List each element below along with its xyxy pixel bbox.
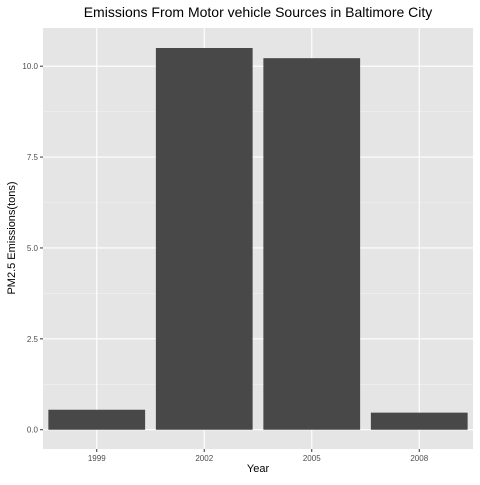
- y-axis: 0.0 2.5 5.0 7.5 10.0: [22, 62, 43, 435]
- y-tick-label: 5.0: [27, 244, 39, 253]
- x-tick-label: 2002: [195, 454, 213, 463]
- x-axis: 1999 2002 2005 2008: [88, 449, 429, 463]
- x-tick-label: 1999: [88, 454, 106, 463]
- x-tick-label: 2008: [410, 454, 428, 463]
- y-tick-label: 7.5: [27, 153, 39, 162]
- x-axis-title: Year: [247, 463, 270, 475]
- y-tick-label: 0.0: [27, 426, 39, 435]
- bar-2002: [155, 47, 253, 430]
- chart-title: Emissions From Motor vehicle Sources in …: [84, 4, 433, 20]
- bar-2005: [263, 58, 361, 430]
- x-tick-label: 2005: [303, 454, 321, 463]
- bar-layer: [48, 47, 468, 430]
- y-tick-label: 2.5: [27, 335, 39, 344]
- bar-1999: [48, 409, 146, 430]
- bar-2008: [370, 412, 468, 430]
- y-axis-title: PM2.5 Emissions(tons): [6, 181, 18, 294]
- y-tick-label: 10.0: [22, 62, 38, 71]
- plot-panel: [43, 28, 473, 449]
